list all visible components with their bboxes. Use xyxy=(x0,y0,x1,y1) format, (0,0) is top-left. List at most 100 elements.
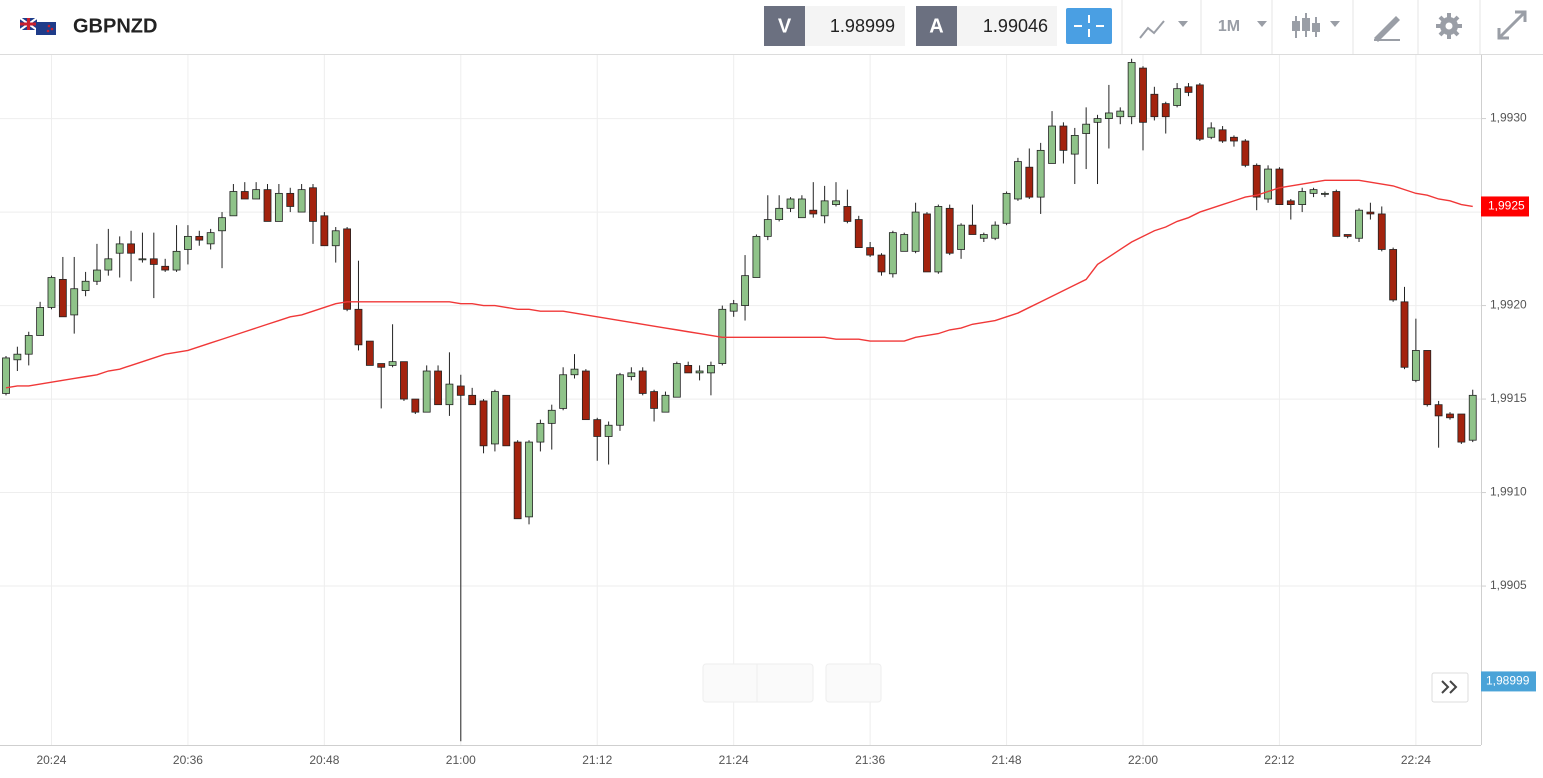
candle-body xyxy=(581,370,590,421)
candle-body xyxy=(195,235,204,241)
ma-value-label: 1,9925 xyxy=(1488,199,1525,213)
candle-body xyxy=(1002,192,1011,224)
x-tick-label: 20:24 xyxy=(36,753,66,767)
candle-body xyxy=(127,243,135,254)
candle-body xyxy=(218,217,226,232)
candle-body xyxy=(752,235,761,278)
candle-body xyxy=(274,192,283,222)
candle-body xyxy=(149,258,158,265)
candle-body xyxy=(798,198,806,219)
candle-body xyxy=(1434,404,1443,417)
candle-body xyxy=(1230,136,1238,142)
candle-body xyxy=(707,365,715,374)
candle-body xyxy=(1389,249,1398,301)
bid-box[interactable] xyxy=(805,6,905,46)
candle-body xyxy=(456,385,465,396)
candle-body xyxy=(968,224,977,235)
candle-body xyxy=(1298,191,1307,205)
candle-body xyxy=(422,370,431,413)
bid-tag-box[interactable] xyxy=(764,6,805,46)
candle-body xyxy=(593,419,602,437)
x-tick-label: 21:00 xyxy=(446,753,476,767)
candle-body xyxy=(309,187,317,222)
candle-body xyxy=(741,275,749,306)
candle-body xyxy=(502,394,511,447)
candle-body xyxy=(1127,62,1136,118)
candle-body xyxy=(775,207,784,220)
candle-body xyxy=(820,200,829,217)
candle-body xyxy=(888,232,897,275)
y-tick-label: 1,9930 xyxy=(1490,111,1527,125)
candle-body xyxy=(809,209,818,215)
candle-body xyxy=(1321,192,1329,195)
candle-body xyxy=(445,383,454,406)
candle-body xyxy=(536,422,545,443)
candle-body xyxy=(1048,125,1056,164)
candle-body xyxy=(1014,161,1022,200)
candle-body xyxy=(93,269,101,282)
candle-body xyxy=(1332,191,1341,237)
candle-body xyxy=(331,230,340,247)
candle-body xyxy=(411,398,420,413)
x-tick-label: 21:36 xyxy=(855,753,885,767)
candle-body xyxy=(1184,86,1193,93)
candle-body xyxy=(900,234,909,252)
ask-box[interactable] xyxy=(957,6,1057,46)
candle-body xyxy=(1150,93,1159,118)
candle-body xyxy=(286,192,295,207)
crosshair-button[interactable] xyxy=(1066,8,1112,44)
candle-body xyxy=(604,424,613,437)
candle-body xyxy=(1104,112,1113,119)
candle-body xyxy=(1309,189,1318,194)
x-tick-label: 21:24 xyxy=(719,753,749,767)
symbol: GBPNZD xyxy=(73,15,157,37)
candle-body xyxy=(945,207,954,254)
candle-body xyxy=(81,280,90,292)
candle-body xyxy=(843,206,852,222)
candle-body xyxy=(1377,213,1386,250)
candle-body xyxy=(1173,88,1182,106)
candle-body xyxy=(1264,168,1272,200)
candle-body xyxy=(58,278,67,318)
bid-tag: V xyxy=(778,15,792,37)
ma-line xyxy=(5,179,1473,389)
candle-body xyxy=(24,335,33,355)
ask-tag-box[interactable] xyxy=(916,6,957,46)
candle-body xyxy=(1355,209,1363,239)
candle-body xyxy=(638,370,647,394)
candle-body xyxy=(377,363,386,368)
ask-tag: A xyxy=(929,15,943,37)
candle-body xyxy=(547,409,556,424)
x-tick-label: 21:12 xyxy=(582,753,612,767)
candle-body xyxy=(138,258,147,261)
candle-body xyxy=(729,303,738,312)
candle-body xyxy=(695,370,704,374)
candle-body xyxy=(923,213,931,273)
candle-body xyxy=(650,391,658,409)
timeframe[interactable]: 1M xyxy=(1218,18,1240,35)
toolbar-icons[interactable] xyxy=(1139,10,1527,42)
candle-body xyxy=(1241,140,1250,166)
candle-body xyxy=(1025,166,1034,198)
candle-body xyxy=(866,247,875,256)
bid-price: 1.98999 xyxy=(830,16,895,36)
nav-buttons[interactable] xyxy=(702,663,1469,703)
candle-body xyxy=(115,243,124,254)
candle-body xyxy=(388,361,397,366)
bid-value-label: 1,98999 xyxy=(1486,674,1530,688)
candle-body xyxy=(1423,350,1432,406)
x-tick-label: 22:24 xyxy=(1401,753,1431,767)
candle-body xyxy=(1468,394,1477,441)
candle-body xyxy=(161,265,170,271)
candle-body xyxy=(1139,67,1147,123)
candle-body xyxy=(570,368,579,376)
candle-body xyxy=(36,307,45,336)
candle-body xyxy=(854,219,863,249)
candle-body xyxy=(786,198,795,209)
candle-body xyxy=(911,211,920,252)
candle-body xyxy=(1161,103,1170,118)
candle-body xyxy=(934,206,943,273)
y-tick-label: 1,9915 xyxy=(1490,391,1527,405)
